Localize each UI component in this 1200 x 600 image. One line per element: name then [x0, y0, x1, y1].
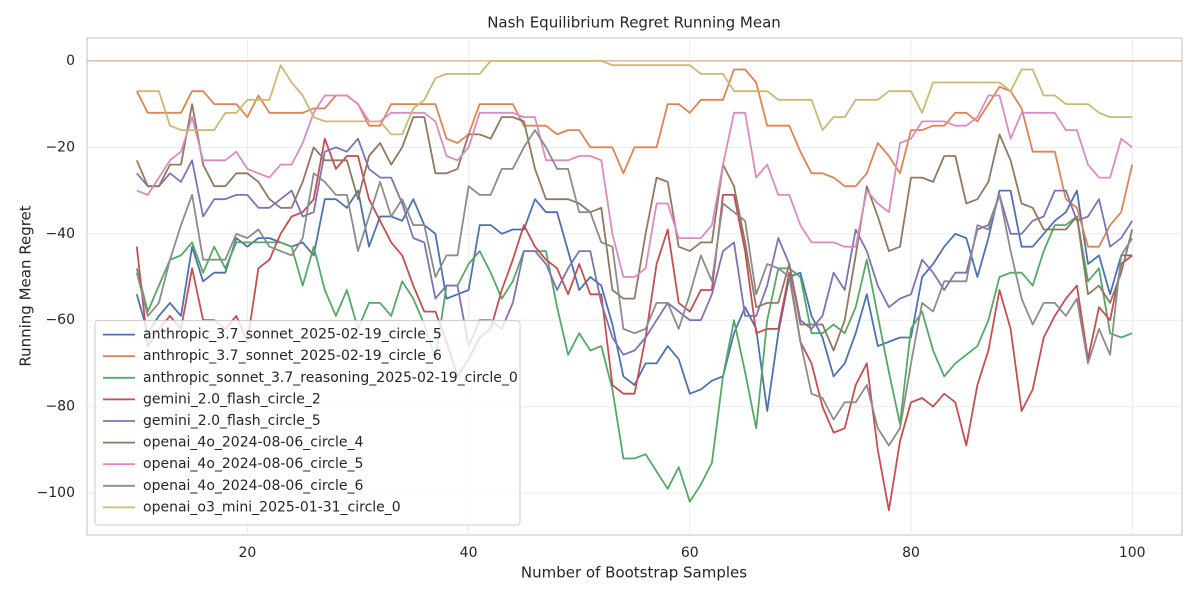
series-line [135, 189, 1133, 412]
y-tick-label: −100 [37, 485, 75, 501]
chart-title: Nash Equilibrium Regret Running Mean [487, 14, 781, 32]
lines [135, 60, 1134, 512]
x-tick-label: 60 [681, 545, 699, 561]
x-tick-label: 40 [460, 545, 478, 561]
y-tick-label: 0 [66, 53, 75, 69]
x-tick-label: 100 [1119, 545, 1146, 561]
legend-label: openai_4o_2024-08-06_circle_6 [143, 478, 363, 494]
series-line [135, 129, 1133, 447]
legend: anthropic_3.7_sonnet_2025-02-19_circle_5… [94, 320, 521, 526]
y-tick-label: −20 [45, 139, 75, 155]
y-tick-label: −40 [45, 226, 75, 242]
y-tick-label: −60 [45, 312, 75, 328]
legend-label: anthropic_sonnet_3.7_reasoning_2025-02-1… [143, 370, 518, 386]
x-tick-label: 20 [238, 545, 256, 561]
series-line [136, 137, 1133, 356]
series-line [135, 215, 1133, 503]
series-line [136, 94, 1133, 278]
legend-label: anthropic_3.7_sonnet_2025-02-19_circle_6 [143, 348, 442, 364]
series-line [135, 137, 1133, 512]
x-tick-label: 80 [902, 545, 920, 561]
y-tick-label: −80 [45, 399, 75, 415]
legend-label: gemini_2.0_flash_circle_2 [143, 391, 321, 407]
legend-label: gemini_2.0_flash_circle_5 [143, 413, 321, 429]
legend-label: openai_4o_2024-08-06_circle_4 [143, 435, 363, 451]
legend-label: openai_o3_mini_2025-01-31_circle_0 [143, 499, 401, 515]
legend-label: openai_4o_2024-08-06_circle_5 [143, 456, 363, 472]
series-line [136, 60, 1133, 136]
series-line [135, 103, 1134, 352]
legend-box [94, 320, 521, 526]
legend-label: anthropic_3.7_sonnet_2025-02-19_circle_5 [143, 327, 442, 343]
x-axis-label: Number of Bootstrap Samples [521, 564, 747, 582]
series-line [135, 68, 1134, 248]
y-axis-label: Running Mean Regret [17, 205, 35, 366]
